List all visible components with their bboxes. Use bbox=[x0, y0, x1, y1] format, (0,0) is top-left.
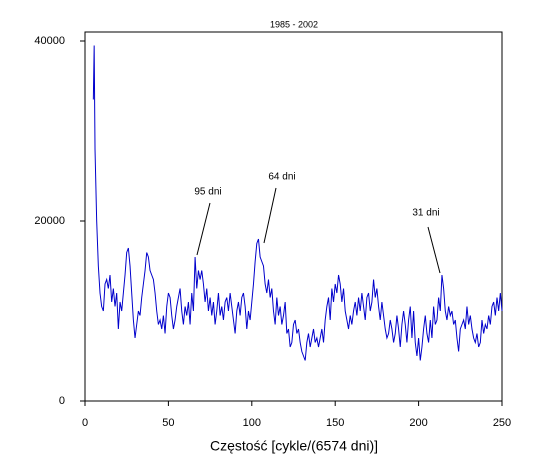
data-line bbox=[92, 45, 503, 361]
x-tick-label: 100 bbox=[243, 417, 261, 429]
x-tick-label: 250 bbox=[493, 417, 511, 429]
annotation: 31 dni bbox=[412, 208, 439, 219]
x-tick-label: 50 bbox=[162, 417, 174, 429]
x-axis-label: Częstość [cykle/(6574 dni)] bbox=[210, 438, 378, 454]
annotation: 64 dni bbox=[268, 172, 295, 183]
annotation: 95 dni bbox=[194, 187, 221, 198]
plot-frame bbox=[84, 31, 503, 402]
x-tick-label: 150 bbox=[326, 417, 344, 429]
x-tick-label: 0 bbox=[82, 417, 88, 429]
y-tick-label: 40000 bbox=[34, 35, 65, 47]
chart-title: 1985 - 2002 bbox=[270, 19, 318, 29]
annotation-arrow bbox=[263, 187, 277, 244]
y-tick-label: 20000 bbox=[34, 215, 65, 227]
x-tick-label: 200 bbox=[409, 417, 427, 429]
y-tick-label: 0 bbox=[59, 395, 65, 407]
annotation-arrow bbox=[196, 202, 211, 256]
annotation-arrow bbox=[427, 226, 441, 274]
